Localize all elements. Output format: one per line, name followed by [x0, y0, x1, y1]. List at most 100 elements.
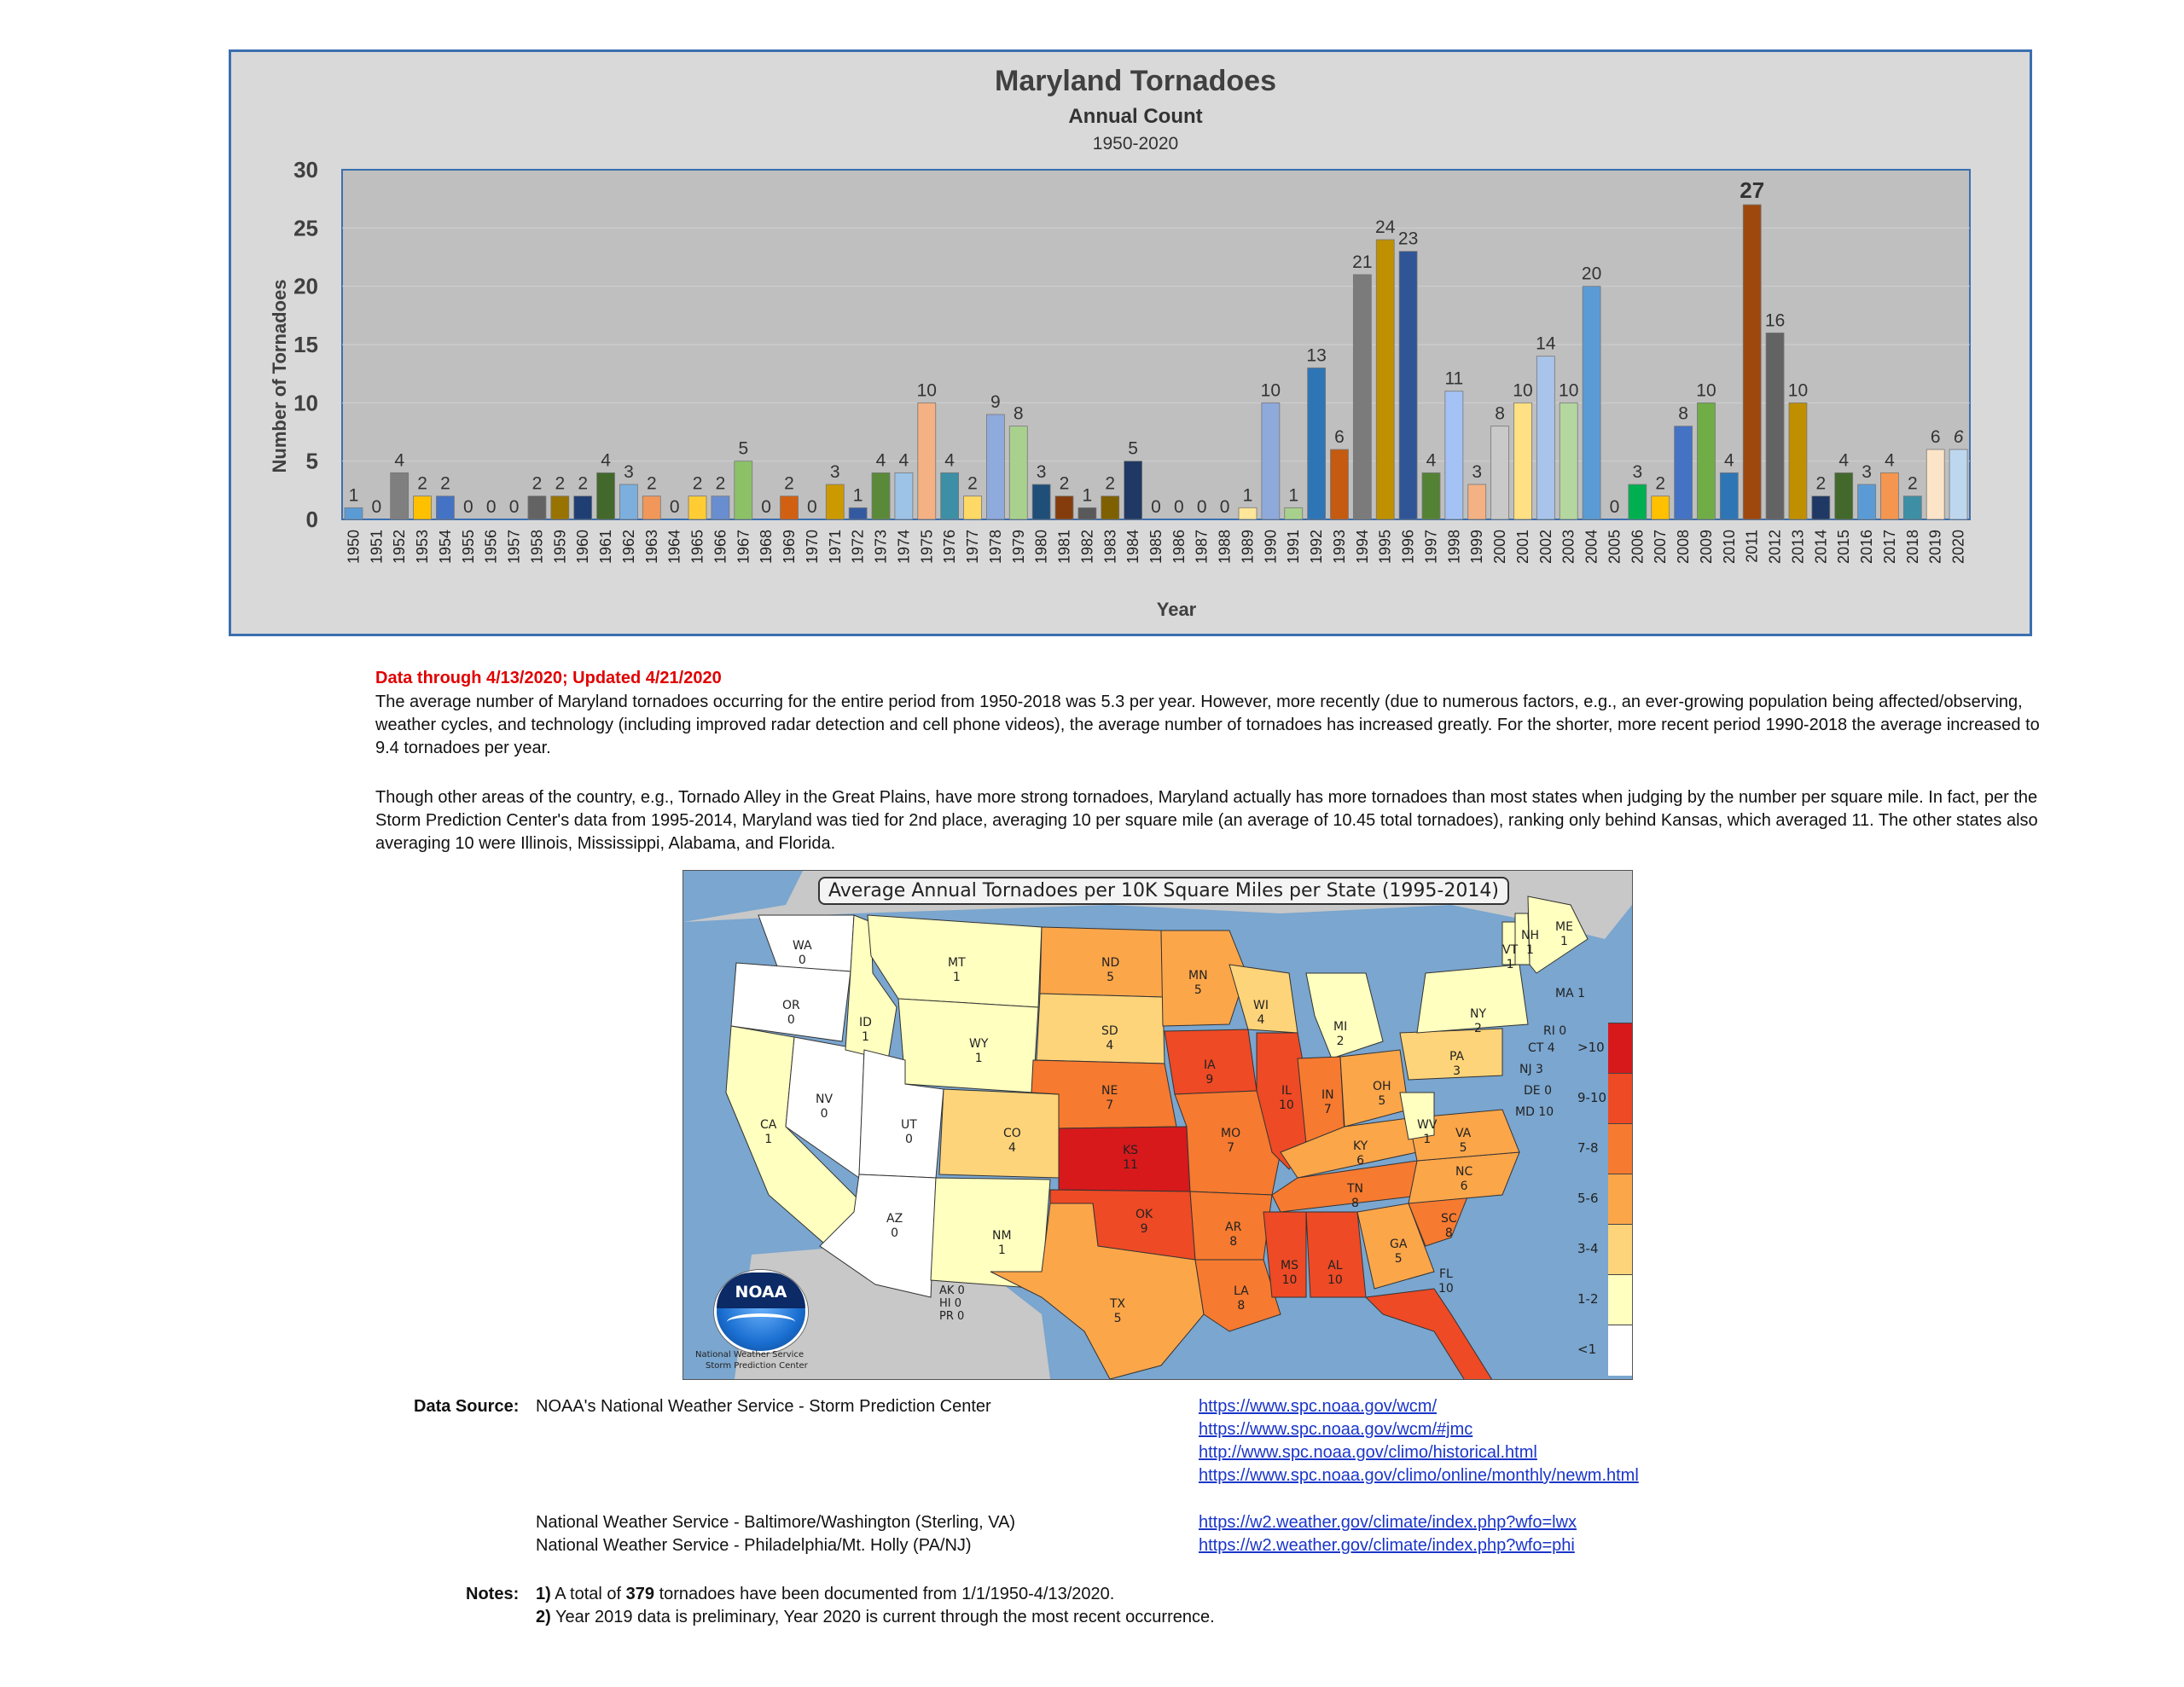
x-tick-label-1987: 1987 — [1194, 530, 1211, 564]
state-value: 6 — [1460, 1180, 1468, 1193]
state-value: 4 — [1008, 1141, 1016, 1155]
data-label-1997: 4 — [1426, 450, 1437, 470]
state-or — [730, 962, 851, 1042]
state-abbr: NC — [1455, 1165, 1473, 1179]
data-label-1991: 1 — [1288, 485, 1298, 505]
bar-1983 — [1101, 496, 1120, 520]
x-tick-label-1966: 1966 — [712, 530, 729, 564]
x-tick-label-1997: 1997 — [1422, 530, 1439, 564]
state-value: 5 — [1107, 971, 1115, 984]
x-tick-label-1977: 1977 — [964, 530, 981, 564]
x-tick-label-2011: 2011 — [1744, 530, 1761, 563]
data-label-2016: 3 — [1862, 462, 1872, 482]
east-label: MD 10 — [1515, 1105, 1554, 1119]
chart-subtitle: Annual Count — [1068, 105, 1202, 128]
data-label-2006: 3 — [1632, 462, 1642, 482]
bar-2010 — [1719, 472, 1739, 520]
x-tick-label-2005: 2005 — [1606, 530, 1623, 564]
bar-1973 — [871, 472, 891, 520]
y-tick-label: 20 — [293, 274, 318, 299]
y-axis-label: Number of Tornadoes — [269, 280, 290, 473]
data-label-1956: 0 — [486, 497, 497, 517]
data-label-1978: 9 — [990, 392, 1001, 412]
state-label-oh: OH 5 — [1373, 1080, 1391, 1109]
x-tick-label-2002: 2002 — [1537, 530, 1554, 564]
x-tick-label-1967: 1967 — [735, 530, 752, 564]
x-tick-label-1993: 1993 — [1331, 530, 1348, 564]
state-abbr: FL — [1438, 1267, 1453, 1281]
x-tick-label-2007: 2007 — [1652, 530, 1669, 564]
spc-link-monthly[interactable]: https://www.spc.noaa.gov/climo/online/mo… — [1199, 1466, 1639, 1485]
state-label-sd: SD 4 — [1101, 1024, 1118, 1053]
data-label-1971: 3 — [830, 462, 840, 482]
note-1: 1) A total of 379 tornadoes have been do… — [536, 1585, 1114, 1604]
data-label-1959: 2 — [555, 474, 565, 494]
x-tick-label-1968: 1968 — [758, 530, 775, 564]
east-label: MA 1 — [1555, 987, 1586, 1000]
data-label-1990: 10 — [1261, 380, 1281, 400]
x-tick-label-1971: 1971 — [827, 530, 844, 564]
bar-1997 — [1421, 472, 1441, 520]
state-abbr: AL — [1327, 1259, 1343, 1272]
data-label-1952: 4 — [394, 450, 404, 470]
data-label-1975: 10 — [917, 380, 937, 400]
data-label-1964: 0 — [670, 497, 680, 517]
legend-label: 7-8 — [1577, 1140, 1599, 1156]
state-value: 7 — [1323, 1103, 1332, 1116]
bar-2015 — [1834, 472, 1854, 520]
data-label-2010: 4 — [1724, 450, 1734, 470]
state-value: 6 — [1356, 1154, 1365, 1168]
state-abbr: KY — [1353, 1139, 1368, 1153]
data-label-1982: 1 — [1083, 485, 1093, 505]
x-tick-label-1957: 1957 — [506, 530, 523, 564]
data-label-1966: 2 — [716, 474, 726, 494]
state-abbr: UT — [901, 1118, 917, 1132]
data-label-2019: 6 — [1931, 427, 1941, 447]
spc-link-jmc[interactable]: https://www.spc.noaa.gov/wcm/#jmc — [1199, 1420, 1473, 1439]
bar-1975 — [917, 402, 937, 520]
data-label-1974: 4 — [899, 450, 909, 470]
data-label-2015: 4 — [1838, 450, 1849, 470]
lwx-source: National Weather Service - Baltimore/Was… — [536, 1513, 1016, 1532]
state-label-ne: NE 7 — [1101, 1084, 1118, 1113]
plot-area: 0510152025301195001951419522195321954019… — [293, 157, 1971, 564]
state-value: 9 — [1205, 1073, 1214, 1087]
notes-label: Notes: — [466, 1585, 520, 1603]
data-label-1962: 3 — [624, 462, 634, 482]
bar-2007 — [1651, 496, 1670, 520]
update-notice: Data through 4/13/2020; Updated 4/21/202… — [375, 669, 722, 687]
bar-2016 — [1857, 484, 1876, 520]
x-tick-label-1952: 1952 — [391, 530, 408, 564]
state-label-nh: NH 1 — [1521, 929, 1539, 958]
state-abbr: WY — [969, 1037, 989, 1051]
x-tick-label-1984: 1984 — [1124, 530, 1141, 564]
data-label-1987: 0 — [1197, 497, 1207, 517]
bar-2019 — [1926, 449, 1945, 520]
lwx-link[interactable]: https://w2.weather.gov/climate/index.php… — [1199, 1513, 1577, 1532]
state-label-az: AZ 0 — [886, 1212, 903, 1241]
state-label-tn: TN 8 — [1347, 1182, 1363, 1211]
bar-1976 — [940, 472, 960, 520]
legend-swatch — [1608, 1174, 1632, 1225]
legend-swatch — [1608, 1023, 1632, 1074]
state-co — [938, 1088, 1060, 1179]
noaa-caption-2: Storm Prediction Center — [706, 1361, 808, 1371]
note-2-text: Year 2019 data is preliminary, Year 2020… — [550, 1608, 1215, 1626]
spc-link-historical[interactable]: http://www.spc.noaa.gov/climo/historical… — [1199, 1443, 1537, 1462]
data-label-1968: 0 — [761, 497, 771, 517]
data-label-1992: 13 — [1306, 345, 1326, 365]
state-wv — [1399, 1092, 1435, 1140]
x-tick-label-2017: 2017 — [1881, 530, 1898, 564]
state-value: 5 — [1459, 1141, 1467, 1155]
data-label-1955: 0 — [463, 497, 473, 517]
spc-link-wcm[interactable]: https://www.spc.noaa.gov/wcm/ — [1199, 1397, 1438, 1416]
data-label-1993: 6 — [1334, 427, 1345, 447]
x-tick-label-1965: 1965 — [689, 530, 706, 564]
state-ny — [1416, 964, 1529, 1034]
data-label-1983: 2 — [1105, 474, 1115, 494]
phi-link[interactable]: https://w2.weather.gov/climate/index.php… — [1199, 1536, 1575, 1555]
state-abbr: NY — [1470, 1007, 1487, 1021]
data-label-1951: 0 — [371, 497, 381, 517]
x-tick-label-2019: 2019 — [1927, 530, 1944, 564]
state-pa — [1399, 1028, 1503, 1081]
